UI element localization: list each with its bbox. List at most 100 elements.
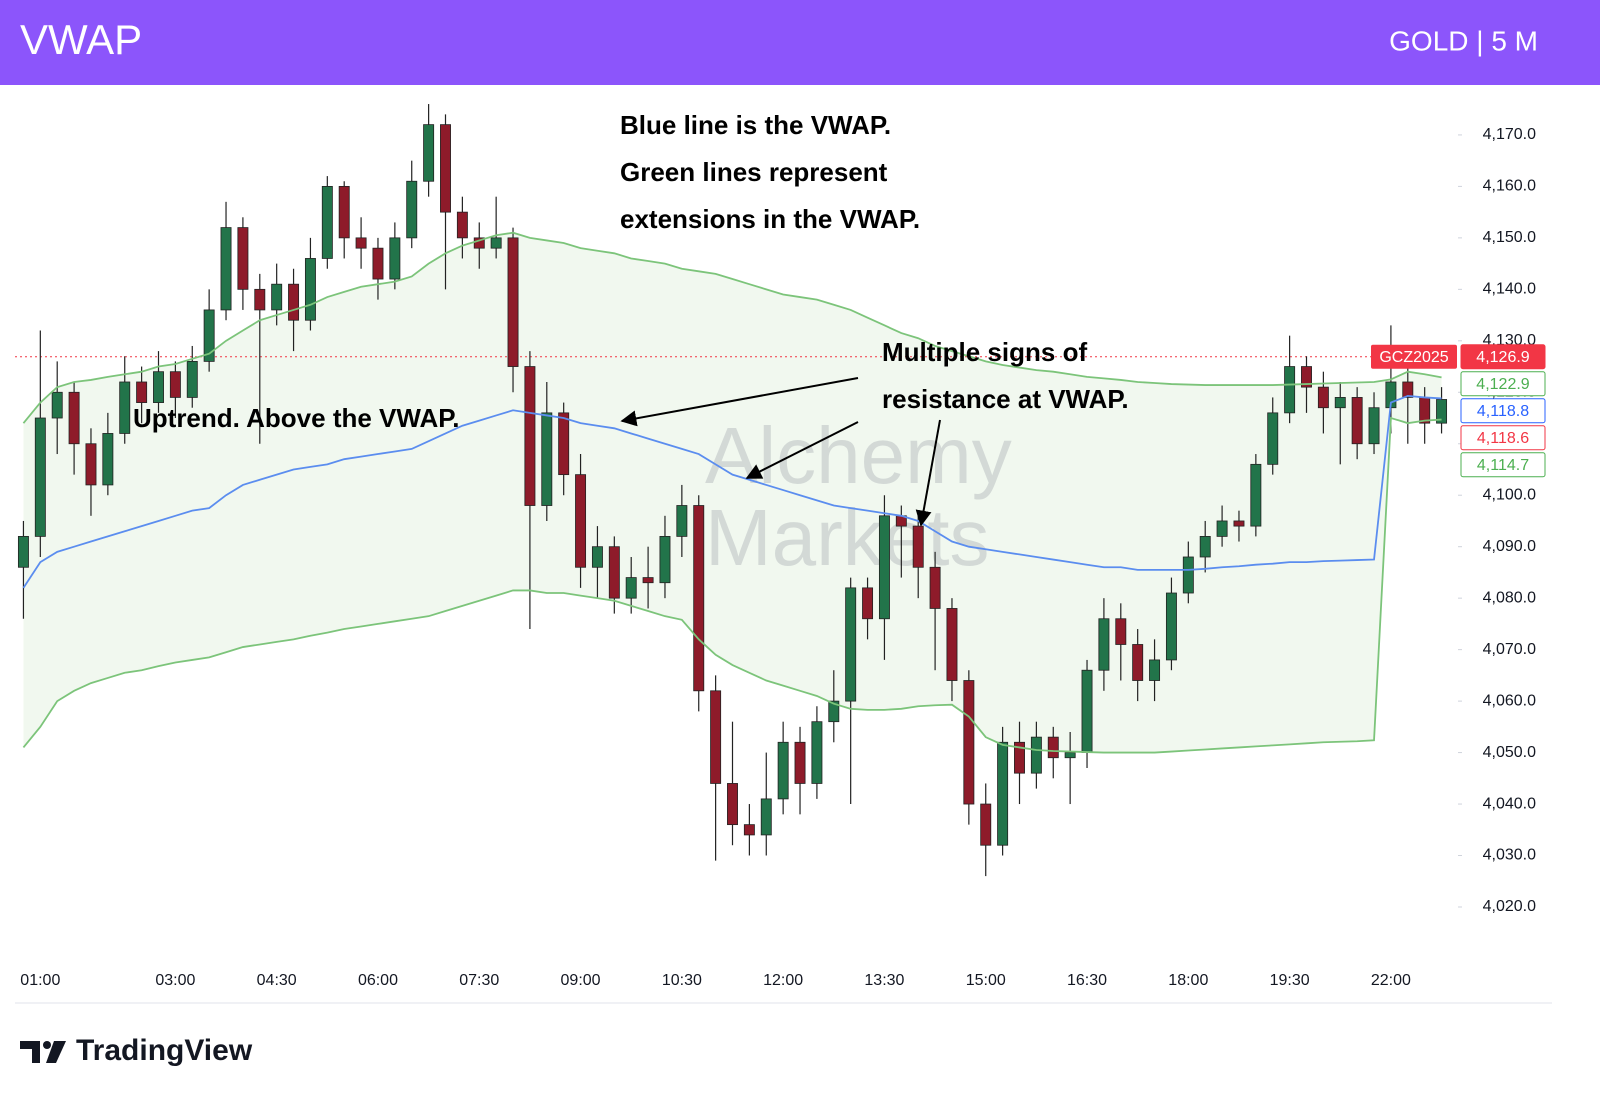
x-tick-label: 12:00 [763,972,803,989]
candle-body [1165,592,1177,661]
candle-body [1216,520,1228,537]
candle-body [811,721,823,784]
y-tick-label: 4,020.0 [1483,898,1536,915]
candle-body [710,690,722,784]
candle-body [1436,399,1448,424]
x-tick-label: 18:00 [1168,972,1208,989]
candle-body [254,288,266,311]
candle-body [743,824,755,836]
x-tick-label: 06:00 [358,972,398,989]
candle-body [389,237,401,280]
x-tick-label: 19:30 [1270,972,1310,989]
candle-body [1334,397,1346,409]
y-tick-label: 4,070.0 [1483,641,1536,658]
x-tick-label: 04:30 [257,972,297,989]
candle-body [727,783,738,826]
annotation-arrow [915,419,941,527]
candle-body [828,700,840,723]
header-bar [0,0,1600,85]
vwap-band-line [22,231,1442,424]
candle-body [625,577,637,599]
candle-body [271,283,283,311]
annotation-arrow [745,421,859,479]
candle-body [68,391,80,445]
price-label-box [1460,344,1546,370]
y-tick-label: 4,030.0 [1483,847,1536,864]
candle-body [1233,520,1245,527]
candle-body [237,227,249,290]
candle-body [1132,644,1144,681]
candle-body [406,180,418,239]
candle-body [878,515,890,620]
candle-body [608,546,620,599]
candle-body [186,360,198,398]
y-tick-label: 4,060.0 [1483,692,1536,709]
candle-body [119,381,131,434]
x-tick-label: 15:00 [966,972,1006,989]
price-label-box [1460,452,1546,478]
candle-body [321,185,333,259]
candle-body [372,247,384,280]
price-tag: GCZ2025 [1379,349,1448,366]
candle-body [1402,381,1414,398]
candle-body [777,741,789,800]
candle-body [693,505,705,692]
header-title: VWAP [20,16,142,63]
candle-body [1199,535,1211,558]
y-tick-label: 4,140.0 [1483,281,1536,298]
candle-body [1064,752,1076,759]
candle-body [1081,669,1093,753]
candle-body [929,566,941,609]
candle-body [541,412,553,506]
y-tick-label: 4,090.0 [1483,538,1536,555]
y-tick-label: 4,170.0 [1483,126,1536,143]
candle-body [85,443,97,486]
candle-body [1115,618,1127,645]
candle-body [659,535,671,584]
x-tick-label: 09:00 [561,972,601,989]
candle-body [490,237,502,249]
candle-body [946,608,958,681]
candle-body [591,546,603,568]
candle-body [456,211,468,239]
y-tick-label: 4,100.0 [1483,486,1536,503]
candle-body [1149,659,1161,681]
candle-body [1014,741,1025,774]
candle-body [153,371,164,403]
candle-body [1098,618,1110,671]
y-tick-label: 4,080.0 [1483,589,1536,606]
candle-body [642,577,654,584]
candle-body [1030,736,1042,774]
price-label: 4,118.6 [1477,430,1529,447]
candle-body [288,283,300,321]
candle-body [1182,556,1194,594]
annotation: Uptrend. Above the VWAP. [133,403,460,433]
candle-body [524,366,536,506]
candle-body [1284,366,1296,414]
tradingview-logo: TradingView [20,1034,253,1067]
vwap-line [22,394,1442,589]
candle-body [575,474,587,568]
annotation: resistance at VWAP. [882,384,1129,414]
x-tick-label: 13:30 [864,972,904,989]
candle-body [1419,397,1431,424]
price-label: 4,122.9 [1476,376,1529,393]
candle-body [558,412,570,476]
candle-body [1317,386,1329,409]
candle-body [1047,736,1059,759]
footer-brand: TradingView [76,1034,253,1067]
candle-body [136,381,148,403]
candle-body [507,237,519,367]
candle-body [17,535,29,568]
price-label-box [1460,425,1546,451]
x-tick-label: 22:00 [1371,972,1411,989]
candle-body [473,237,485,249]
price-label: 4,126.9 [1476,349,1529,366]
candle-body [1301,366,1312,388]
candle-body [304,258,316,321]
price-label: 4,114.7 [1477,457,1529,474]
candle-body [34,417,46,537]
